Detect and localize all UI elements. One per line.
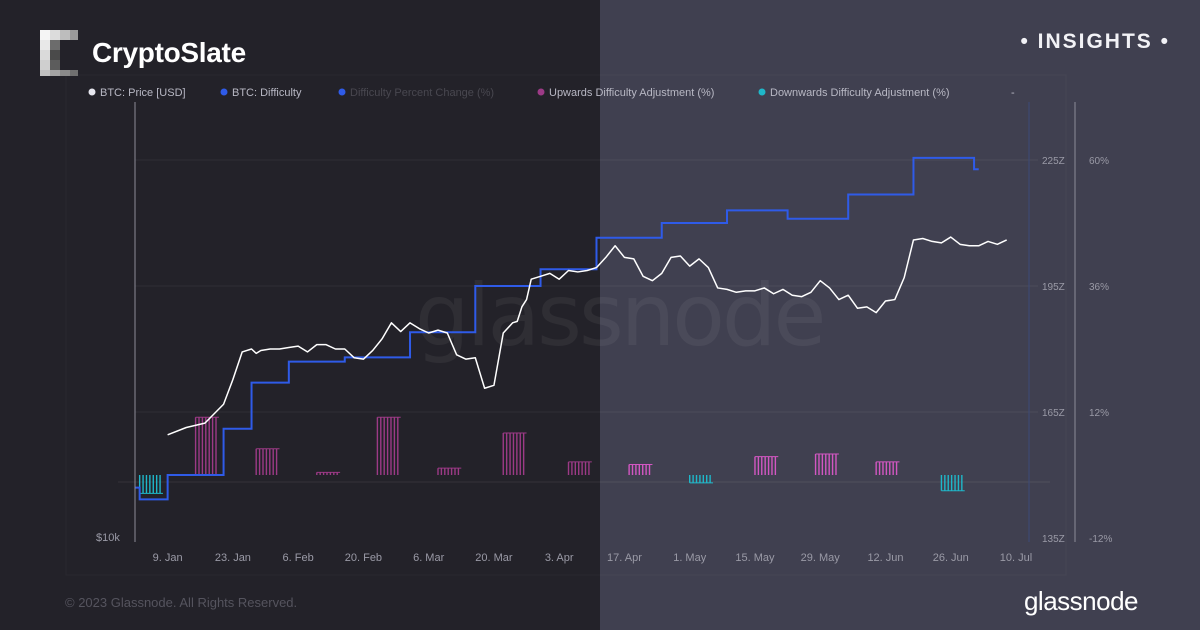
upwards-bar-0 <box>194 416 219 475</box>
background-right-panel <box>600 0 1200 630</box>
difficulty-tick-2: 165Z <box>1042 408 1065 419</box>
x-tick-10: 29. May <box>801 552 841 564</box>
x-tick-8: 1. May <box>673 552 707 564</box>
legend-label-4: Downwards Difficulty Adjustment (%) <box>770 87 950 99</box>
y-left-tick: $10k <box>96 532 120 544</box>
upwards-bar-2 <box>316 471 341 475</box>
background-left-panel <box>0 0 600 630</box>
downwards-bar-0 <box>138 475 163 494</box>
x-tick-5: 20. Mar <box>475 552 513 564</box>
upwards-bar-5 <box>502 432 527 475</box>
upwards-bar-9 <box>814 453 839 475</box>
difficulty-tick-1: 195Z <box>1042 282 1065 293</box>
upwards-bar-10 <box>875 461 900 475</box>
legend-label-1: BTC: Difficulty <box>232 87 302 99</box>
legend-marker-0 <box>88 88 96 96</box>
x-tick-0: 9. Jan <box>153 552 183 564</box>
upwards-bar-7 <box>628 464 653 475</box>
glassnode-logo: glassnode <box>1023 586 1139 616</box>
chart-legend: BTC: Price [USD] BTC: Difficulty Difficult… <box>88 87 1015 99</box>
legend-label-3: Upwards Difficulty Adjustment (%) <box>549 87 714 99</box>
percent-tick-0: 60% <box>1089 156 1109 167</box>
percent-tick-3: -12% <box>1089 534 1112 545</box>
copyright-text: © 2023 Glassnode. All Rights Reserved. <box>65 595 298 610</box>
x-tick-7: 17. Apr <box>607 552 642 564</box>
difficulty-tick-0: 225Z <box>1042 156 1065 167</box>
upwards-bar-8 <box>754 456 779 475</box>
percent-tick-2: 12% <box>1089 408 1109 419</box>
chart-watermark: glassnode <box>415 266 823 366</box>
legend-marker-4 <box>758 88 766 96</box>
series-lines <box>135 156 1008 501</box>
upwards-bar-1 <box>255 448 280 475</box>
brand-name: CryptoSlate <box>92 37 246 68</box>
x-tick-9: 15. May <box>735 552 775 564</box>
x-tick-1: 23. Jan <box>215 552 251 564</box>
legend-label-0: BTC: Price [USD] <box>100 87 186 99</box>
upwards-bar-4 <box>437 467 462 475</box>
chart-grid <box>118 159 1050 483</box>
adjustment-bars <box>138 416 965 494</box>
difficulty-line <box>135 156 979 501</box>
insights-label: • INSIGHTS • <box>1020 30 1170 53</box>
difficulty-tick-3: 135Z <box>1042 534 1065 545</box>
price-line <box>167 236 1008 436</box>
legend-extra: - <box>1011 87 1015 99</box>
legend-marker-3 <box>537 88 545 96</box>
percent-tick-1: 36% <box>1089 282 1109 293</box>
x-tick-13: 10. Jul <box>1000 552 1032 564</box>
upwards-bar-6 <box>567 461 592 475</box>
upwards-bar-3 <box>376 416 401 475</box>
x-tick-11: 12. Jun <box>867 552 903 564</box>
brand-header: CryptoSlate <box>40 30 246 76</box>
cryptoslate-logo-icon <box>40 30 78 76</box>
legend-label-2: Difficulty Percent Change (%) <box>350 87 494 99</box>
x-tick-4: 6. Mar <box>413 552 445 564</box>
x-tick-2: 6. Feb <box>283 552 314 564</box>
x-tick-3: 20. Feb <box>345 552 382 564</box>
x-tick-12: 26. Jun <box>933 552 969 564</box>
chart-axes: $10k 225Z 195Z 165Z 135Z 60% 36% 12% -12% 9. Jan 2… <box>96 102 1112 564</box>
downwards-bar-2 <box>940 475 965 492</box>
legend-marker-2 <box>338 88 346 96</box>
x-tick-6: 3. Apr <box>545 552 574 564</box>
legend-marker-1 <box>220 88 228 96</box>
downwards-bar-1 <box>689 475 714 484</box>
